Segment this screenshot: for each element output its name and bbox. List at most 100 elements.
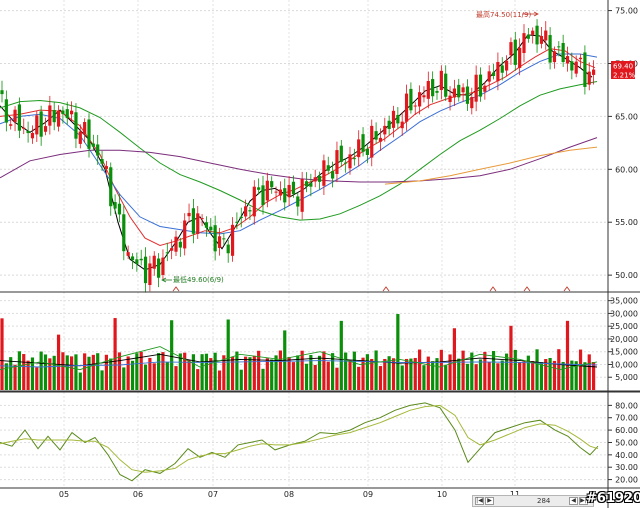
scroll-left-button[interactable]: ◀ bbox=[569, 497, 578, 505]
candle-body bbox=[518, 47, 522, 68]
candle-body bbox=[309, 183, 313, 187]
candle-body bbox=[70, 110, 74, 115]
volume-bar bbox=[30, 357, 35, 390]
volume-bar bbox=[187, 359, 191, 390]
volume-bar bbox=[161, 352, 165, 390]
volume-bar bbox=[378, 366, 383, 390]
candle-body bbox=[452, 88, 456, 98]
volume-bar bbox=[56, 334, 61, 390]
volume-bar bbox=[287, 357, 291, 390]
price-candles bbox=[0, 19, 596, 293]
volume-bar bbox=[226, 319, 230, 390]
volume-bar bbox=[544, 359, 548, 390]
chart-scrollbar[interactable]: |◀ ▶ ◀ ▶| 284 bbox=[472, 495, 594, 507]
candle-body bbox=[196, 213, 200, 234]
volume-bar bbox=[474, 364, 478, 390]
volume-bar bbox=[457, 358, 461, 390]
moving-average-line-3 bbox=[0, 53, 598, 235]
x-axis-months: 05 06 07 08 09 10 11 bbox=[59, 490, 520, 499]
candle-body bbox=[348, 154, 352, 169]
watermark-text: #619207 bbox=[586, 491, 640, 506]
candle-body bbox=[65, 109, 69, 119]
volume-bar bbox=[570, 360, 574, 390]
candle-body bbox=[552, 51, 557, 63]
volume-bar bbox=[435, 358, 439, 390]
volume-bar bbox=[426, 356, 430, 390]
candle-body bbox=[270, 181, 274, 188]
candle-body bbox=[39, 111, 43, 137]
candle-body bbox=[43, 126, 48, 132]
candle-body bbox=[217, 236, 222, 248]
volume-bar bbox=[339, 320, 343, 390]
volume-bar bbox=[22, 354, 26, 390]
candle-body bbox=[165, 252, 169, 254]
volume-bar bbox=[170, 320, 174, 390]
volume-bar bbox=[391, 358, 396, 390]
month-label: 10 bbox=[437, 490, 447, 499]
scroll-right-button[interactable]: ▶ bbox=[485, 497, 494, 505]
volume-bar bbox=[487, 362, 491, 390]
volume-bar bbox=[117, 352, 122, 390]
signal-markers bbox=[172, 286, 571, 292]
volume-bar bbox=[439, 349, 443, 390]
candle-body bbox=[583, 52, 587, 87]
volume-bar bbox=[35, 367, 39, 390]
candle-body bbox=[74, 112, 78, 139]
volume-bar bbox=[370, 358, 374, 390]
volume-bar bbox=[252, 355, 256, 390]
candle-body bbox=[352, 158, 356, 160]
candle-body bbox=[300, 178, 304, 212]
volume-bar bbox=[130, 360, 135, 390]
candle-body bbox=[409, 88, 413, 111]
candle-body bbox=[487, 71, 491, 82]
volume-bar bbox=[304, 363, 309, 390]
moving-average-line-4 bbox=[0, 81, 598, 221]
candle-body bbox=[235, 221, 239, 223]
candle-body bbox=[87, 119, 91, 149]
scroll-end-button[interactable]: ▶| bbox=[579, 497, 588, 505]
volume-bar bbox=[496, 363, 500, 390]
candle-body bbox=[170, 248, 174, 251]
volume-bar bbox=[374, 350, 378, 390]
volume-tick-label: 10,000 bbox=[610, 360, 638, 369]
volume-bar bbox=[165, 362, 169, 390]
candle-body bbox=[78, 131, 82, 144]
volume-bar bbox=[409, 358, 413, 390]
candle-body bbox=[539, 35, 543, 44]
candle-body bbox=[513, 39, 517, 65]
volume-bar bbox=[0, 318, 4, 390]
candle-body bbox=[96, 144, 100, 156]
volume-bar bbox=[500, 360, 504, 390]
candle-body bbox=[478, 74, 483, 97]
volume-bar bbox=[539, 362, 543, 390]
volume-bar bbox=[122, 367, 126, 390]
volume-bar bbox=[26, 360, 30, 390]
signal-marker bbox=[563, 286, 571, 292]
candle-body bbox=[570, 61, 574, 71]
volume-bar bbox=[470, 352, 474, 390]
volume-bar bbox=[313, 364, 317, 390]
candle-body bbox=[435, 90, 439, 93]
last-price-badge: 69.40 bbox=[613, 63, 633, 71]
oscillator-tick-label: 60.00 bbox=[615, 426, 638, 435]
candle-body bbox=[383, 125, 387, 135]
candle-body bbox=[483, 85, 487, 92]
volume-bar bbox=[204, 353, 209, 390]
last-price-badge-bg bbox=[611, 61, 635, 70]
scroll-start-button[interactable]: |◀ bbox=[475, 497, 484, 505]
candle-body bbox=[230, 224, 235, 256]
oscillator-tick-label: 20.00 bbox=[615, 476, 638, 485]
low-arrow-head bbox=[161, 277, 167, 283]
volume-bar bbox=[17, 351, 21, 390]
volume-tick-label: 30,000 bbox=[610, 309, 638, 318]
candle-body bbox=[422, 95, 426, 98]
candle-body bbox=[187, 212, 191, 217]
oscillator-line-1 bbox=[0, 402, 599, 482]
change-badge-bg bbox=[611, 70, 635, 79]
candle-body bbox=[83, 122, 87, 135]
volume-bar bbox=[518, 362, 522, 390]
volume-bar bbox=[96, 353, 100, 390]
high-arrow-head bbox=[533, 11, 539, 17]
moving-average-line-6 bbox=[384, 146, 598, 185]
volume-bar bbox=[522, 361, 526, 390]
